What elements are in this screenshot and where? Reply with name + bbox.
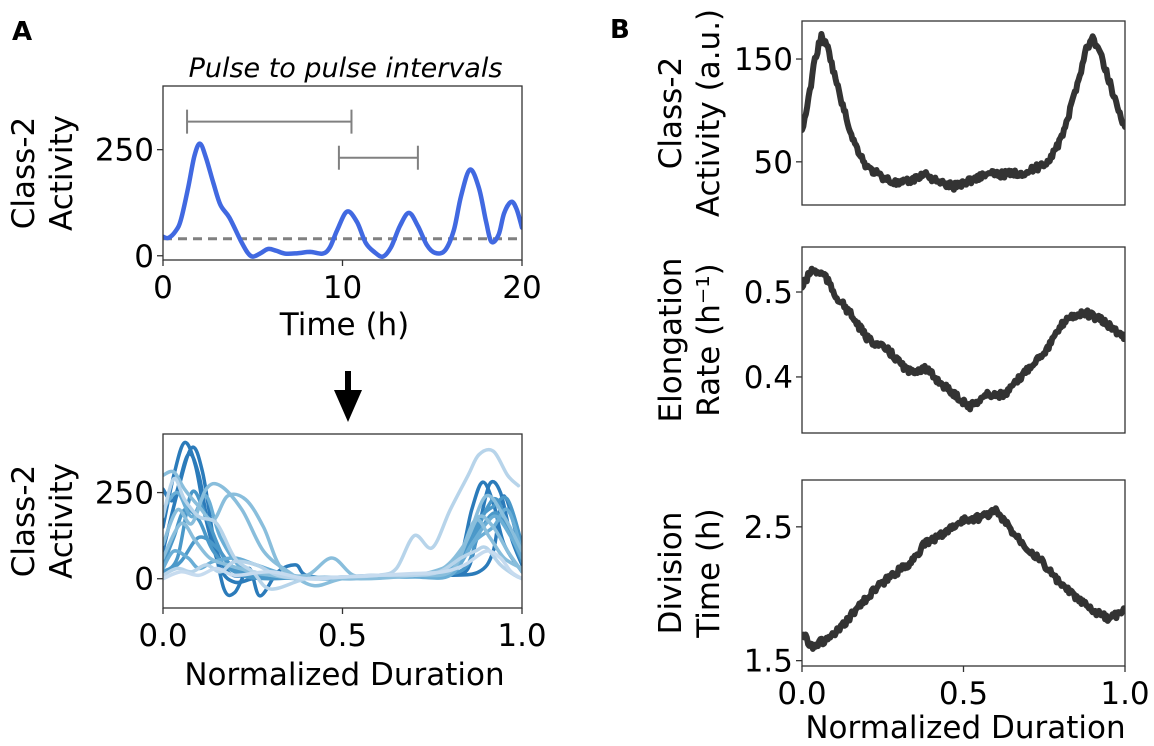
y-tick-label: 0 xyxy=(134,239,154,275)
y-tick-label: 250 xyxy=(95,133,154,169)
axes-frame xyxy=(801,479,1126,667)
y-tick-label: 50 xyxy=(754,145,793,181)
y-axis-label: Class-2 xyxy=(6,465,42,577)
down-arrow-icon xyxy=(334,371,362,422)
y-tick-label: 1.5 xyxy=(744,644,793,680)
axes-frame xyxy=(801,246,1126,434)
y-tick-label: 0.4 xyxy=(744,360,793,396)
panel-label-b: B xyxy=(610,15,630,45)
interval-bar xyxy=(337,145,419,170)
plot-area xyxy=(163,440,522,598)
x-tick-label: 10 xyxy=(323,270,362,306)
x-tick-label: 0.5 xyxy=(318,618,367,654)
x-tick-label: 20 xyxy=(502,270,541,306)
axes-frame xyxy=(801,20,1126,206)
plot-area xyxy=(802,505,1125,652)
x-axis-label: Time (h) xyxy=(279,307,410,343)
x-tick-label: 0.0 xyxy=(777,676,826,712)
x-tick-label: 1.0 xyxy=(1100,676,1149,712)
series-line xyxy=(163,549,522,581)
series-line xyxy=(802,265,1125,413)
series-line xyxy=(163,445,522,598)
series-line xyxy=(802,31,1125,193)
chart-title: Pulse to pulse intervals xyxy=(189,53,503,84)
y-tick-label: 0.5 xyxy=(744,275,793,311)
y-axis-label: Activity xyxy=(44,463,80,579)
y-tick-label: 0 xyxy=(134,562,154,598)
x-tick-label: 0.0 xyxy=(138,618,187,654)
chart-b-middle: 0.4 0.5 Elongation Rate (h⁻¹) xyxy=(653,246,1126,434)
y-tick-label: 150 xyxy=(734,42,793,78)
x-axis-label: Normalized Duration xyxy=(805,710,1125,746)
series-line xyxy=(163,141,522,259)
y-axis-label: Rate (h⁻¹) xyxy=(691,263,727,417)
y-axis-label: Division xyxy=(653,512,689,635)
x-tick-label: 1.0 xyxy=(497,618,546,654)
panel-label-a: A xyxy=(12,17,32,47)
x-tick-label: 0.5 xyxy=(939,676,988,712)
y-tick-label: 2.5 xyxy=(744,510,793,546)
y-axis-label: Time (h) xyxy=(691,508,727,639)
interval-bar xyxy=(186,109,353,134)
y-axis-label: Activity (a.u.) xyxy=(691,9,727,217)
x-tick-label: 0 xyxy=(153,270,173,306)
y-axis-label: Class-2 xyxy=(653,57,689,169)
plot-area xyxy=(802,265,1125,413)
y-axis-label: Elongation xyxy=(653,258,689,423)
chart-a-top: 0 250 0 10 20 Time (h) Class-2 Activity Pulse to… xyxy=(6,53,542,343)
y-axis-label: Activity xyxy=(44,115,80,231)
y-axis-label: Class-2 xyxy=(6,117,42,229)
plot-area xyxy=(802,31,1125,193)
plot-area xyxy=(163,141,522,259)
series-line xyxy=(163,481,522,588)
x-axis-label: Normalized Duration xyxy=(184,657,504,693)
series-line xyxy=(802,505,1125,652)
chart-b-top: 50 150 Class-2 Activity (a.u.) xyxy=(653,9,1126,217)
y-tick-label: 250 xyxy=(95,476,154,512)
